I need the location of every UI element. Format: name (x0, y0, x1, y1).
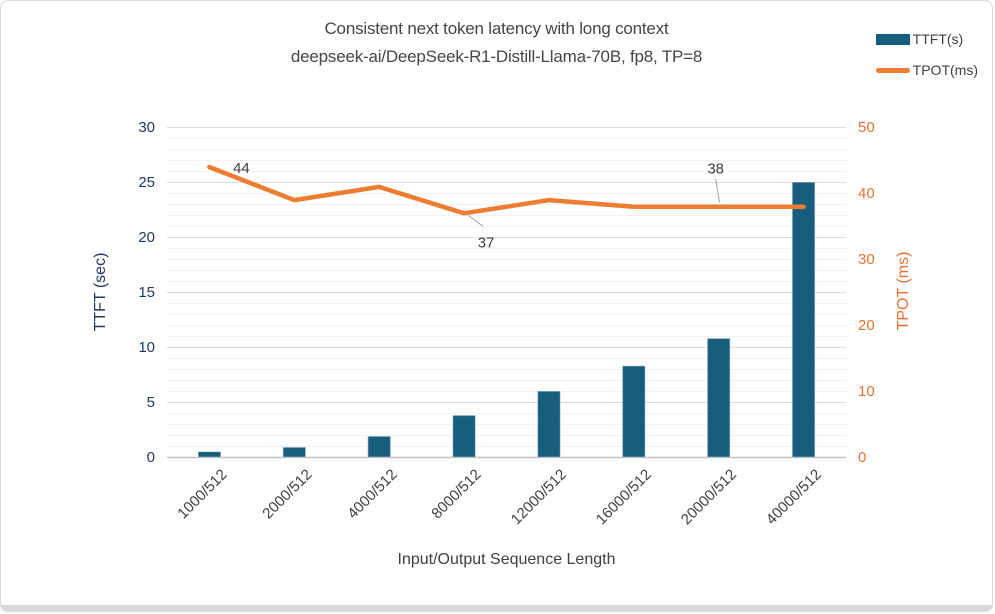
left-axis-tick: 0 (146, 448, 155, 466)
data-label: 37 (478, 234, 495, 251)
right-axis-tick: 50 (858, 118, 875, 136)
bottom-edge-bar (1, 605, 992, 611)
x-axis-title: Input/Output Sequence Length (397, 551, 616, 568)
legend-item-tpot: TPOT(ms) (875, 62, 978, 78)
chart-title-line1: Consistent next token latency with long … (324, 19, 669, 38)
left-axis-tick: 20 (138, 228, 155, 246)
data-label: 38 (707, 161, 724, 178)
left-axis-tick: 25 (138, 173, 155, 191)
left-axis-title: TTFT (sec) (92, 252, 109, 332)
legend: TTFT(s) TPOT(ms) (875, 31, 978, 78)
left-axis-tick: 30 (138, 118, 155, 136)
legend-line-swatch-icon (875, 67, 910, 73)
right-axis-tick: 40 (858, 184, 875, 202)
right-axis-tick: 10 (858, 382, 875, 400)
left-axis-tick: 10 (138, 338, 155, 356)
left-axis-tick: 15 (138, 283, 155, 301)
legend-label-ttft: TTFT(s) (912, 31, 964, 47)
chart-title: Consistent next token latency with long … (1, 15, 992, 71)
legend-item-ttft: TTFT(s) (875, 31, 978, 47)
legend-bar-swatch-icon (875, 33, 910, 45)
right-axis-tick: 20 (858, 316, 875, 334)
chart-title-line2: deepseek-ai/DeepSeek-R1-Distill-Llama-70… (290, 47, 703, 66)
right-axis-tick: 0 (858, 448, 867, 466)
right-axis-title: TPOT (ms) (895, 251, 912, 331)
legend-label-tpot: TPOT(ms) (912, 62, 978, 78)
data-label: 44 (233, 160, 250, 177)
right-axis-tick: 30 (858, 250, 875, 268)
left-axis-tick: 5 (146, 393, 155, 411)
